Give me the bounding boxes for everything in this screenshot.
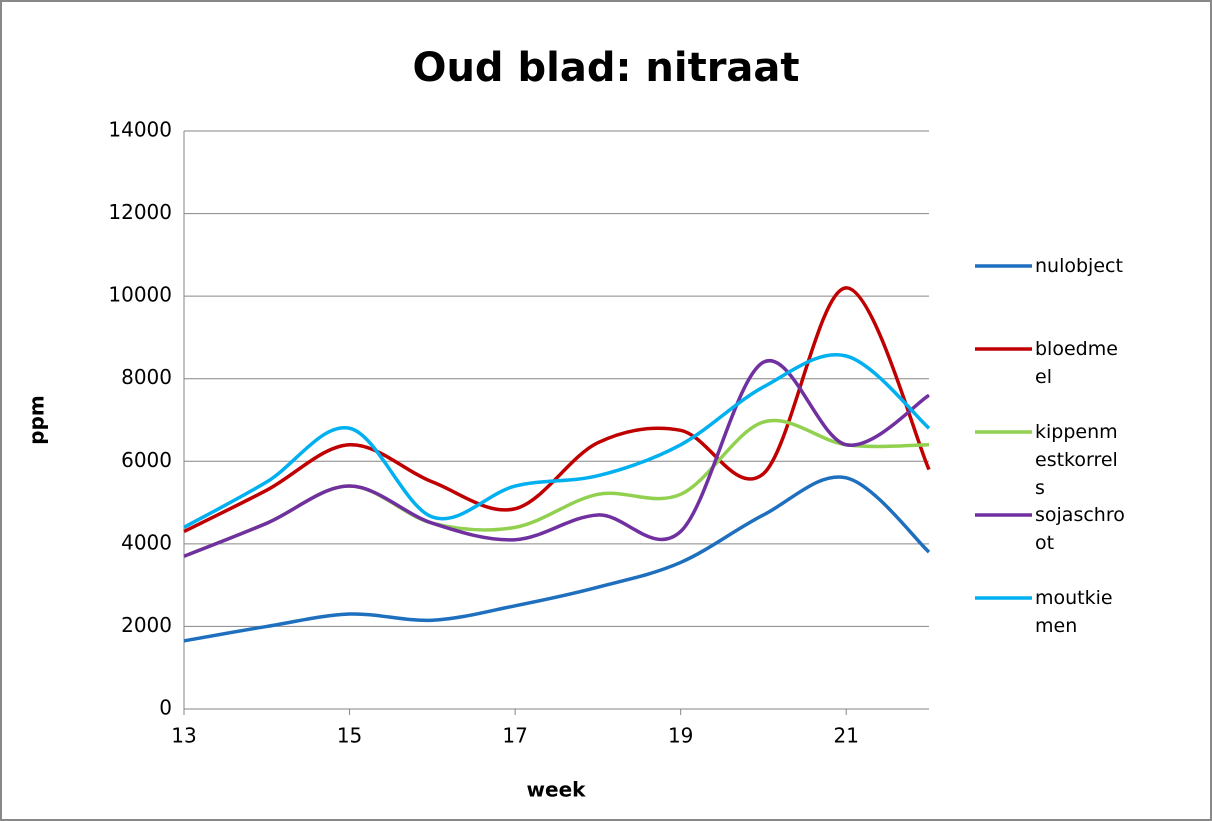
y-axis-label: ppm (25, 395, 49, 444)
series-line (183, 475, 931, 643)
x-tick-label: 21 (833, 724, 858, 748)
x-tick-label: 19 (668, 724, 693, 748)
legend-label: moutkiemen (1035, 587, 1113, 637)
chart-title: Oud blad: nitraat (412, 45, 799, 91)
y-tick-label: 10000 (108, 283, 172, 307)
x-axis-label: week (527, 778, 587, 802)
legend-label: nulobject (1035, 255, 1123, 277)
legend-label: kippenmestkorrels (1035, 421, 1118, 499)
x-tick-label: 13 (171, 724, 196, 748)
y-tick-label: 12000 (108, 200, 172, 224)
series-line (183, 418, 930, 558)
x-tick-label: 15 (337, 724, 362, 748)
series-line (183, 353, 931, 529)
series-line (183, 358, 930, 558)
y-tick-label: 6000 (121, 448, 172, 472)
y-tick-label: 14000 (108, 118, 172, 142)
y-tick-label: 2000 (121, 613, 172, 637)
legend-label: sojaschroot (1035, 504, 1125, 554)
series-line (183, 286, 931, 534)
y-tick-label: 4000 (121, 530, 172, 554)
y-tick-label: 0 (159, 696, 172, 720)
legend-label: bloedmeel (1035, 338, 1118, 388)
y-tick-label: 8000 (121, 365, 172, 389)
x-tick-label: 17 (502, 724, 527, 748)
